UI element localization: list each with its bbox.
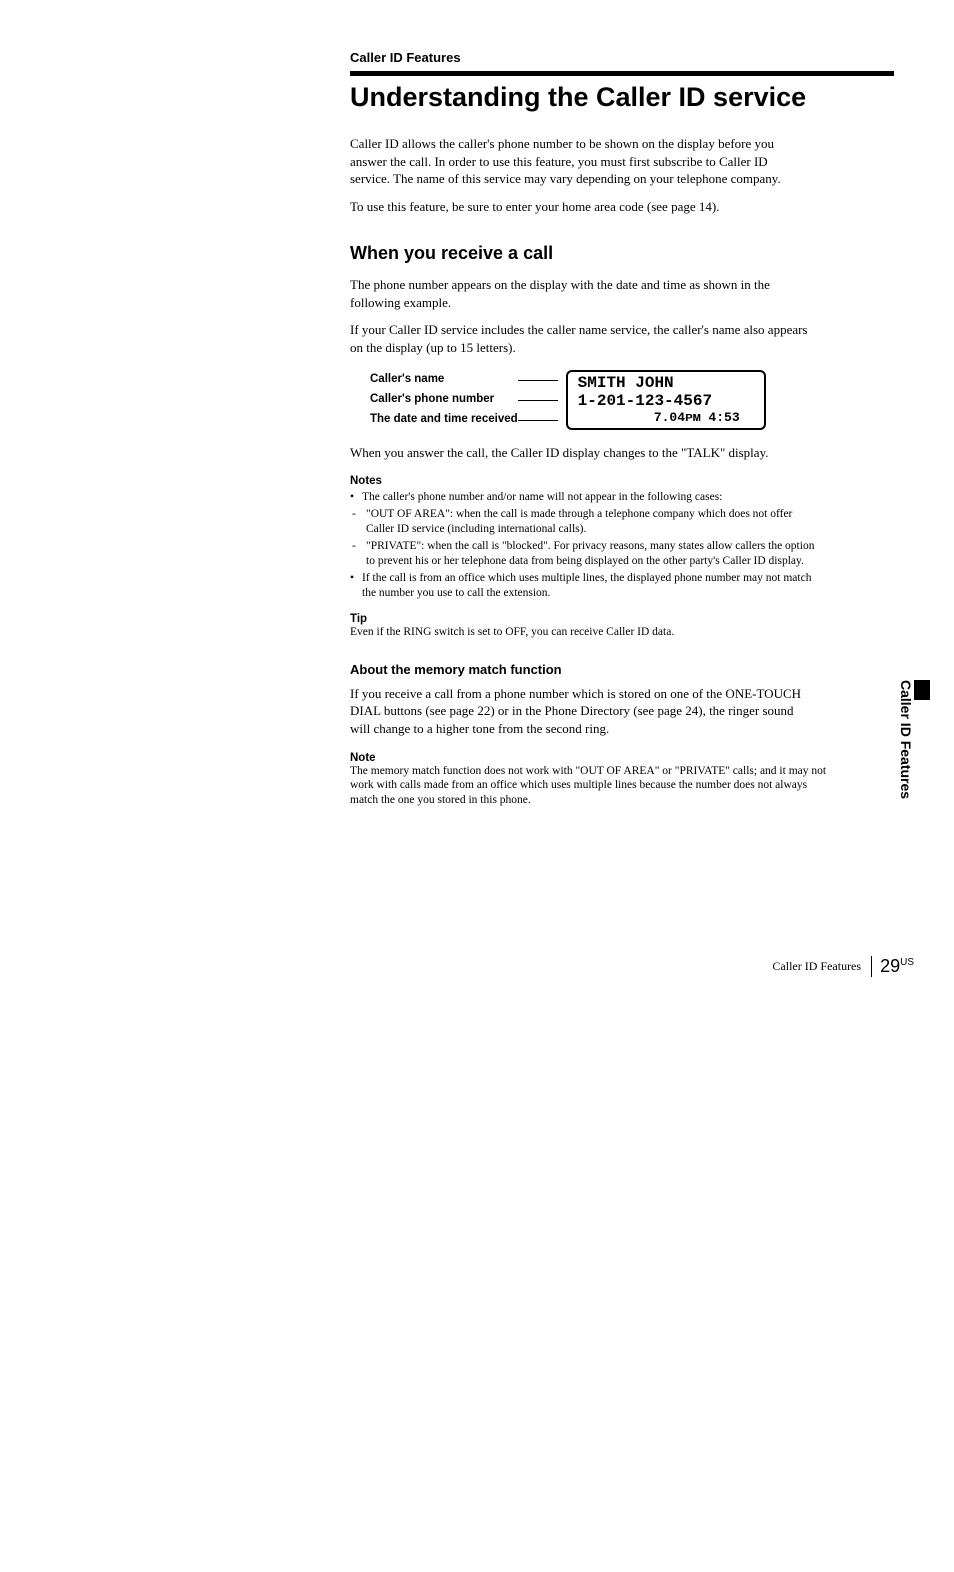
note-heading: Note	[350, 752, 894, 764]
note-item-1: The caller's phone number and/or name wi…	[350, 490, 820, 505]
label-callers-name: Caller's name	[370, 373, 518, 387]
lcd-display-box: SMITH JOHN 1-201-123-4567 7.04ᴘᴍ 4:53	[566, 370, 766, 429]
intro-paragraph-2: To use this feature, be sure to enter yo…	[350, 198, 810, 216]
page-title: Understanding the Caller ID service	[350, 82, 894, 113]
label-callers-phone: Caller's phone number	[370, 393, 518, 407]
paragraph-4: If you receive a call from a phone numbe…	[350, 685, 810, 738]
title-rule	[350, 71, 894, 76]
diagram-labels: Caller's name Caller's phone number The …	[370, 370, 526, 429]
note-text: The memory match function does not work …	[350, 764, 830, 809]
intro-paragraph-1: Caller ID allows the caller's phone numb…	[350, 135, 810, 188]
notes-list: The caller's phone number and/or name wi…	[350, 490, 820, 601]
tip-heading: Tip	[350, 613, 894, 625]
page-number-superscript: US	[900, 957, 914, 968]
section-label: Caller ID Features	[350, 50, 894, 65]
footer-page-number: 29US	[871, 956, 914, 977]
note-item-2: "OUT OF AREA": when the call is made thr…	[352, 507, 820, 537]
note-item-4: If the call is from an office which uses…	[350, 571, 820, 601]
subsection-memory-match: About the memory match function	[350, 662, 894, 677]
caller-id-display-diagram: Caller's name Caller's phone number The …	[370, 370, 894, 429]
paragraph-1: The phone number appears on the display …	[350, 276, 810, 311]
subheading-receive-call: When you receive a call	[350, 243, 894, 264]
paragraph-3: When you answer the call, the Caller ID …	[350, 444, 810, 462]
tip-text: Even if the RING switch is set to OFF, y…	[350, 625, 820, 640]
label-date-time: The date and time received	[370, 413, 518, 427]
manual-page: Caller ID Features Understanding the Cal…	[0, 0, 954, 848]
display-line-name: SMITH JOHN	[578, 375, 752, 393]
notes-heading: Notes	[350, 475, 894, 487]
paragraph-2: If your Caller ID service includes the c…	[350, 321, 810, 356]
page-number: 29	[880, 956, 900, 976]
side-tab-label: Caller ID Features	[898, 680, 930, 799]
display-line-phone: 1-201-123-4567	[578, 393, 752, 411]
footer-label: Caller ID Features	[772, 959, 861, 974]
display-line-datetime: 7.04ᴘᴍ 4:53	[578, 411, 752, 425]
page-footer: Caller ID Features 29US	[772, 956, 914, 977]
note-item-3: "PRIVATE": when the call is "blocked". F…	[352, 539, 820, 569]
